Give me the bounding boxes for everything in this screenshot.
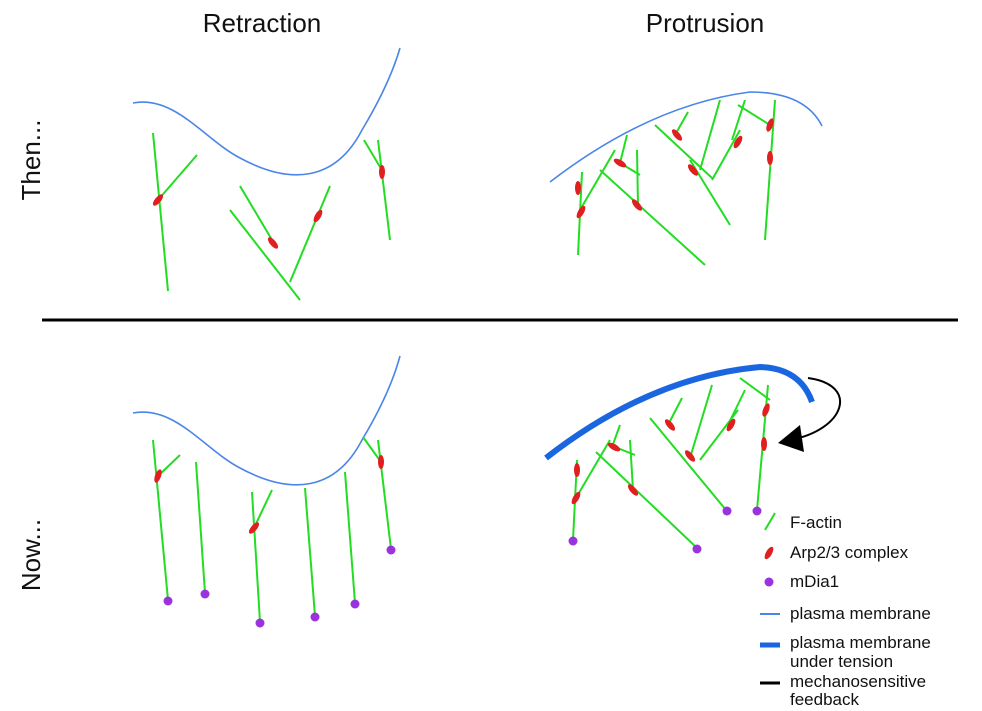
membrane [133, 356, 400, 485]
legend-label: under tension [790, 652, 893, 671]
membrane-tension [546, 367, 812, 458]
arrowhead [778, 425, 804, 452]
row-title: Then... [16, 120, 46, 201]
column-title: Retraction [203, 8, 322, 38]
legend-label: feedback [790, 690, 859, 709]
filaments [153, 100, 775, 622]
legend-label: Arp2/3 complex [790, 543, 909, 562]
legend-label: plasma membrane [790, 633, 931, 652]
column-title: Protrusion [646, 8, 765, 38]
arp23 [151, 117, 775, 560]
diagram: Retraction Protrusion Then... Now... [0, 0, 982, 711]
legend-label: mDia1 [790, 572, 839, 591]
legend-label: plasma membrane [790, 604, 931, 623]
membrane [550, 92, 822, 182]
legend-label: F-actin [790, 513, 842, 532]
legend-label: mechanosensitive [790, 672, 926, 691]
membrane [133, 48, 400, 175]
row-title: Now... [16, 519, 46, 591]
